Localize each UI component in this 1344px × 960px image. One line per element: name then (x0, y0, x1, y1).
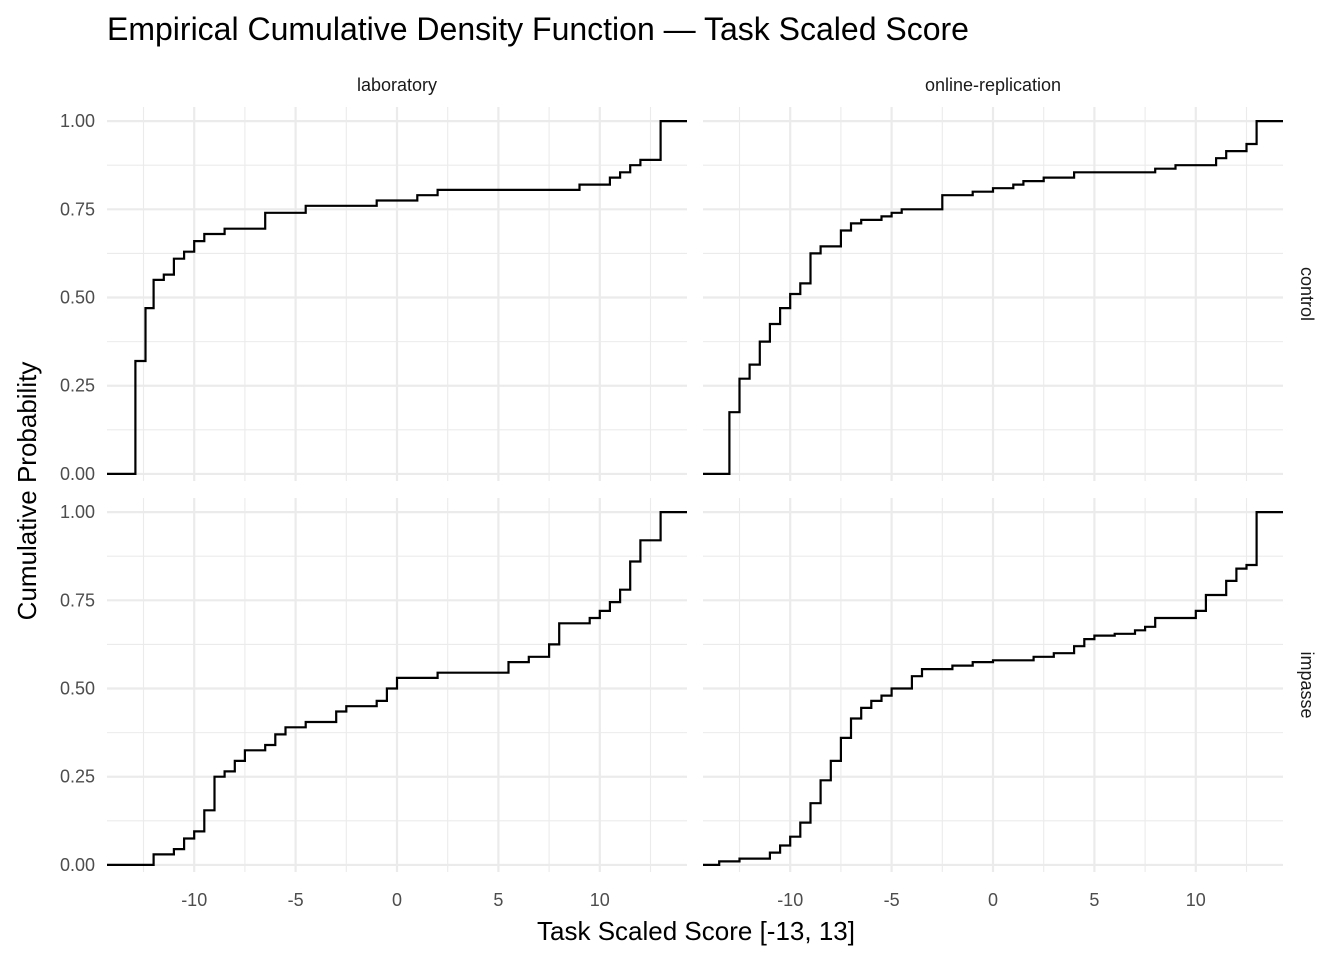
x-tick-label: 5 (493, 890, 503, 910)
y-tick-label: 0.25 (60, 767, 95, 787)
y-tick-label: 0.00 (60, 855, 95, 875)
x-tick-label: 0 (988, 890, 998, 910)
y-tick-label: 0.00 (60, 464, 95, 484)
y-tick-label: 1.00 (60, 502, 95, 522)
x-tick-label: -10 (777, 890, 803, 910)
ecdf-step-line (107, 511, 687, 866)
y-tick-label: 0.75 (60, 199, 95, 219)
x-tick-label: 10 (590, 890, 610, 910)
y-tick-label: 0.50 (60, 288, 95, 308)
ecdf-step-line (703, 511, 1283, 866)
ecdf-step-line (703, 120, 1283, 475)
panel-online-replication-impasse: -10 -5 0 5 10 impasse (703, 498, 1317, 910)
column-strip-label: laboratory (357, 75, 437, 95)
y-tick-label: 0.50 (60, 679, 95, 699)
plot-title: Empirical Cumulative Density Function — … (107, 11, 969, 47)
x-tick-label: -5 (884, 890, 900, 910)
panel-laboratory-control: 0.00 0.25 0.50 0.75 1.00 laboratory (60, 75, 687, 484)
y-tick-label: 0.75 (60, 590, 95, 610)
x-tick-label: 10 (1186, 890, 1206, 910)
x-axis-title: Task Scaled Score [-13, 13] (537, 916, 855, 946)
facet-panels: 0.00 0.25 0.50 0.75 1.00 laboratory online-rep… (60, 75, 1317, 910)
x-tick-label: -5 (288, 890, 304, 910)
x-tick-label: 0 (392, 890, 402, 910)
panel-online-replication-control: online-replication control (703, 75, 1317, 481)
x-tick-label: -10 (181, 890, 207, 910)
y-tick-label: 1.00 (60, 111, 95, 131)
y-tick-label: 0.25 (60, 376, 95, 396)
row-strip-label: impasse (1297, 651, 1317, 718)
y-axis-title: Cumulative Probability (12, 362, 42, 621)
row-strip-label: control (1297, 267, 1317, 321)
panel-laboratory-impasse: 0.00 0.25 0.50 0.75 1.00 -10 -5 0 5 10 (60, 498, 687, 910)
column-strip-label: online-replication (925, 75, 1061, 95)
x-tick-label: 5 (1089, 890, 1099, 910)
ecdf-step-line (107, 120, 687, 475)
